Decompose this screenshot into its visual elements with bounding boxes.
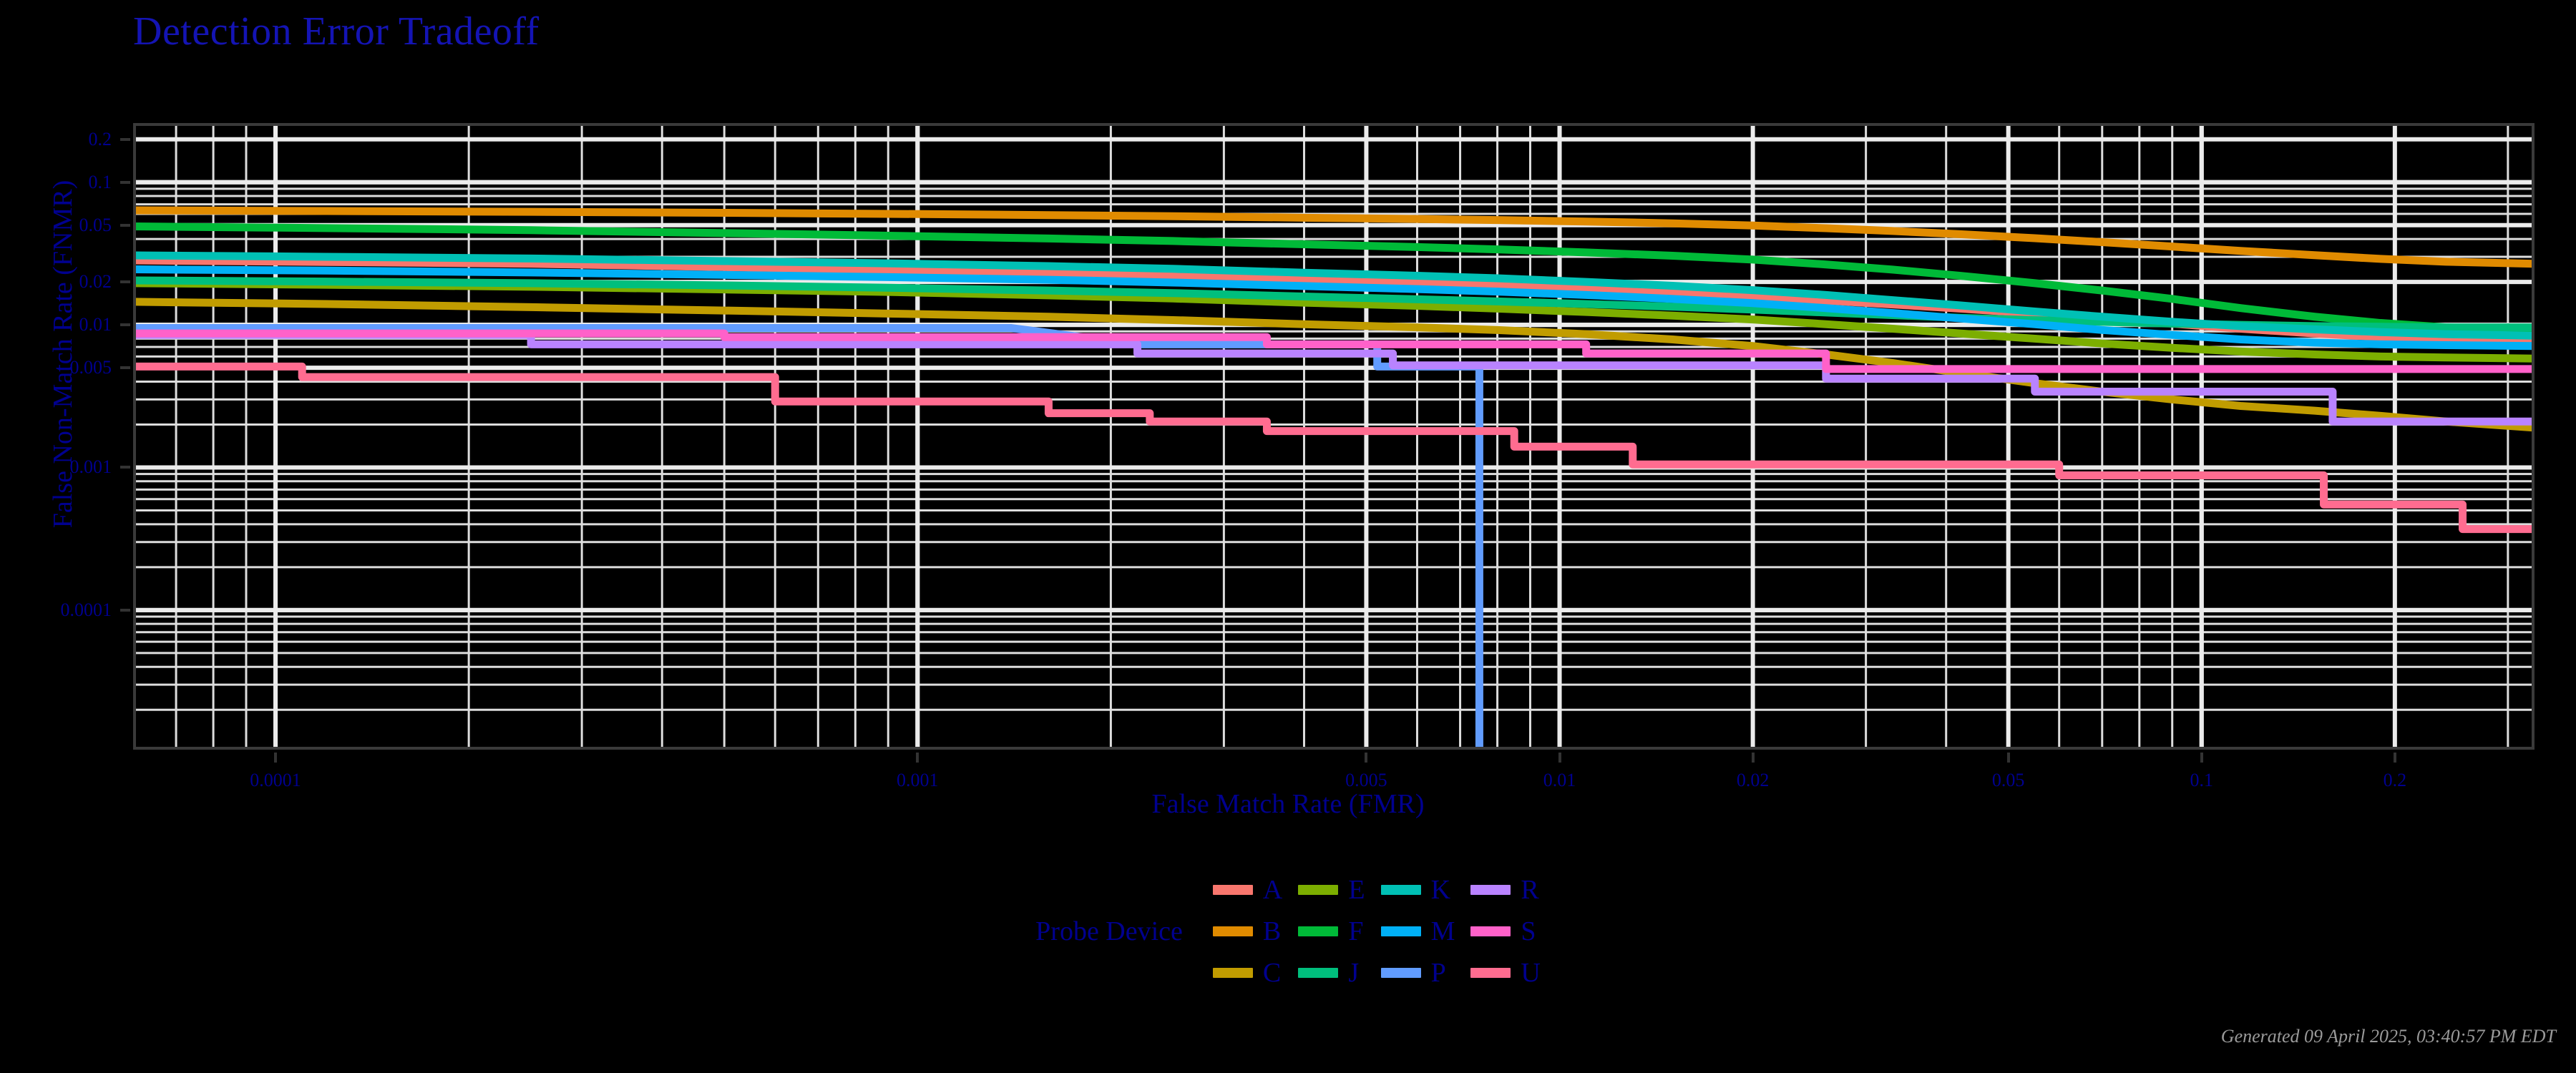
legend-swatch-icon xyxy=(1380,926,1421,936)
y-tick-label: 0.2 xyxy=(88,128,112,150)
legend-swatch-icon xyxy=(1470,885,1511,895)
legend-swatch-icon xyxy=(1212,885,1253,895)
x-tick-mark xyxy=(2006,753,2010,763)
legend-swatch-icon xyxy=(1470,926,1511,936)
series-line-B xyxy=(133,206,2534,268)
x-tick-label: 0.1 xyxy=(2190,770,2214,790)
legend-swatch-icon xyxy=(1470,968,1511,978)
x-tick-label: 0.02 xyxy=(1736,770,1770,790)
x-tick-mark xyxy=(1751,753,1755,763)
legend-label: K xyxy=(1430,875,1451,905)
legend-item-J[interactable]: J xyxy=(1298,952,1365,994)
legend-label: A xyxy=(1262,875,1283,905)
y-tick-label: 0.01 xyxy=(79,314,112,335)
legend-item-C[interactable]: C xyxy=(1212,952,1282,994)
legend-item-S[interactable]: S xyxy=(1470,911,1540,952)
y-tick-mark xyxy=(120,323,130,327)
legend-label: P xyxy=(1430,958,1446,988)
legend-item-U[interactable]: U xyxy=(1470,952,1541,994)
series-line-F xyxy=(133,222,2534,334)
x-tick-mark xyxy=(1558,753,1561,763)
legend-item-E[interactable]: E xyxy=(1298,869,1365,911)
legend-label: U xyxy=(1521,958,1541,988)
page-title: Detection Error Tradeoff xyxy=(133,9,540,54)
x-tick-label: 0.0001 xyxy=(250,770,301,790)
x-tick-label: 0.01 xyxy=(1543,770,1576,790)
x-tick-mark xyxy=(2200,753,2203,763)
legend-item-R[interactable]: R xyxy=(1470,869,1540,911)
x-tick-mark xyxy=(2393,753,2396,763)
legend-item-B[interactable]: B xyxy=(1212,911,1282,952)
x-tick-label: 0.05 xyxy=(1991,770,2025,790)
legend-swatch-icon xyxy=(1212,926,1253,936)
series-line-E xyxy=(133,279,2534,363)
series-line-M xyxy=(133,265,2534,351)
legend-swatch-icon xyxy=(1298,926,1339,936)
legend-label: E xyxy=(1348,875,1365,905)
y-tick-label: 0.1 xyxy=(88,171,112,192)
x-tick-label: 0.2 xyxy=(2383,770,2407,790)
x-tick-mark xyxy=(1365,753,1368,763)
series-line-S xyxy=(133,329,2534,373)
legend-label: C xyxy=(1262,958,1282,988)
panel-border xyxy=(133,123,2534,750)
y-tick-mark xyxy=(120,180,130,184)
plot-panel xyxy=(133,123,2534,750)
series-line-P xyxy=(133,324,1483,750)
y-tick-mark xyxy=(120,366,130,370)
legend-swatch-icon xyxy=(1380,885,1421,895)
legend-label: S xyxy=(1521,916,1536,946)
plot-canvas xyxy=(133,123,2534,750)
legend-item-A[interactable]: A xyxy=(1212,869,1283,911)
legend-swatch-icon xyxy=(1298,968,1339,978)
x-tick-label: 0.005 xyxy=(1345,770,1387,790)
legend-item-M[interactable]: M xyxy=(1380,911,1455,952)
series-line-C xyxy=(133,298,2534,432)
legend-swatch-icon xyxy=(1298,885,1339,895)
legend-title: Probe Device xyxy=(1035,916,1183,946)
legend-item-F[interactable]: F xyxy=(1298,911,1365,952)
legend-swatch-icon xyxy=(1380,968,1421,978)
generated-timestamp: Generated 09 April 2025, 03:40:57 PM EDT xyxy=(2220,1026,2556,1047)
legend-label: R xyxy=(1521,875,1539,905)
series-group xyxy=(133,206,2534,750)
legend-label: M xyxy=(1430,916,1455,946)
y-tick-label: 0.02 xyxy=(79,271,112,293)
series-line-U xyxy=(133,362,2534,534)
y-tick-label: 0.001 xyxy=(69,456,112,478)
legend-label: F xyxy=(1348,916,1364,946)
y-tick-mark xyxy=(120,466,130,469)
x-tick-mark xyxy=(916,753,919,763)
x-tick-label: 0.001 xyxy=(897,770,939,790)
y-tick-label: 0.005 xyxy=(69,357,112,378)
x-tick-mark xyxy=(274,753,278,763)
y-tick-mark xyxy=(120,223,130,227)
legend-item-K[interactable]: K xyxy=(1380,869,1455,911)
series-line-K xyxy=(133,251,2534,340)
legend-item-P[interactable]: P xyxy=(1380,952,1455,994)
legend-label: B xyxy=(1262,916,1282,946)
y-tick-mark xyxy=(120,608,130,612)
legend-swatch-icon xyxy=(1212,968,1253,978)
y-tick-mark xyxy=(120,137,130,141)
y-tick-label: 0.05 xyxy=(79,214,112,235)
y-tick-label: 0.0001 xyxy=(60,599,112,620)
y-tick-mark xyxy=(120,280,130,284)
series-line-R xyxy=(133,330,2534,426)
x-axis-title: False Match Rate (FMR) xyxy=(1151,789,1425,819)
legend-label: J xyxy=(1348,958,1360,988)
